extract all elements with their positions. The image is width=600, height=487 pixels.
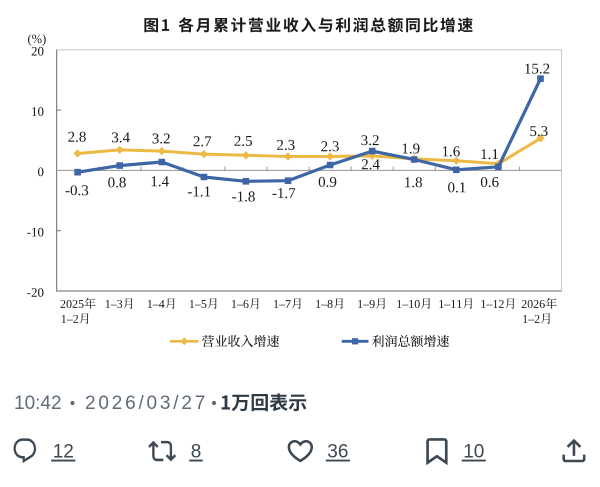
svg-text:10: 10 — [463, 442, 484, 463]
svg-text:10:42: 10:42 — [14, 393, 62, 414]
svg-text:8: 8 — [191, 442, 202, 463]
svg-text:36: 36 — [327, 442, 348, 463]
svg-text:12: 12 — [53, 442, 74, 463]
svg-text:2026/03/27: 2026/03/27 — [85, 393, 208, 414]
